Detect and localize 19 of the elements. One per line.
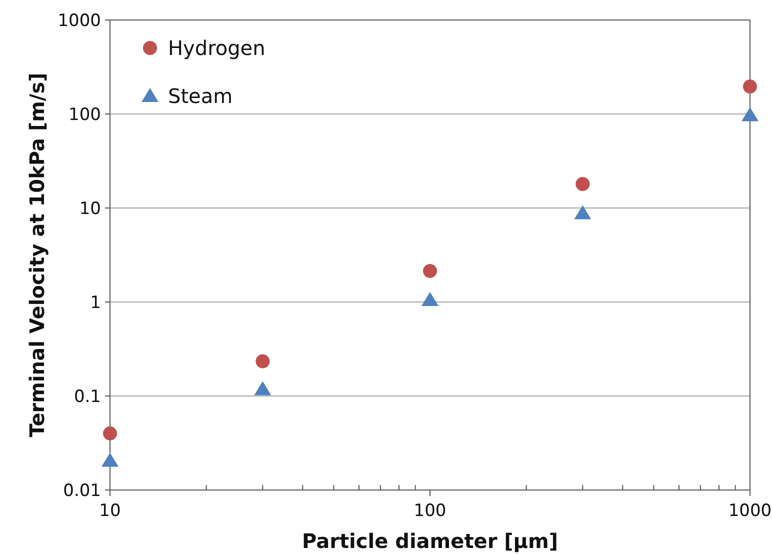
y-tick-label: 10 — [79, 198, 101, 219]
point — [422, 292, 438, 306]
y-tick-label: 1 — [90, 292, 101, 313]
point — [102, 452, 118, 467]
point — [743, 80, 757, 94]
x-tick-label: 1000 — [728, 501, 772, 521]
legend-label: Hydrogen — [168, 36, 266, 60]
x-tick-label: 100 — [414, 501, 446, 521]
y-tick-label: 0.01 — [63, 480, 101, 501]
point — [742, 107, 758, 122]
x-tick-label: 10 — [99, 501, 121, 521]
y-tick-label: 1000 — [58, 10, 101, 31]
point — [423, 264, 437, 278]
x-axis-title: Particle diameter [μm] — [302, 529, 558, 553]
y-tick-label: 100 — [68, 104, 101, 125]
legend-label: Steam — [168, 84, 233, 108]
point — [103, 426, 117, 440]
y-tick-label: 0.1 — [74, 386, 101, 407]
y-axis-title: Terminal Velocity at 10kPa [m/s] — [25, 72, 49, 438]
